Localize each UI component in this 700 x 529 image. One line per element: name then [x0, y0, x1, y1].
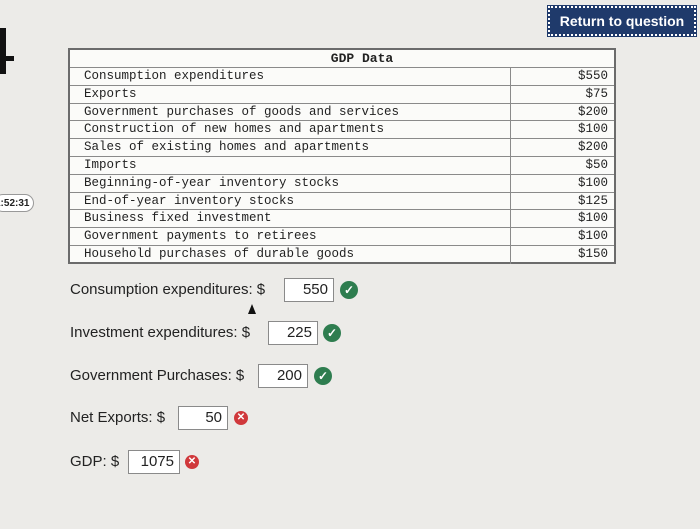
consumption-label: Consumption expenditures: $ — [70, 281, 266, 298]
row-value: $550 — [577, 69, 608, 83]
row-label: Imports — [84, 158, 137, 172]
mouse-pointer-icon — [248, 304, 256, 314]
investment-input[interactable]: 225 — [268, 321, 318, 345]
return-to-question-button[interactable]: Return to question — [547, 5, 697, 37]
row-value: $100 — [577, 175, 608, 190]
consumption-input[interactable]: 550 — [284, 278, 334, 302]
row-value: $50 — [585, 158, 608, 172]
row-label: Exports — [84, 86, 137, 101]
table-row: Sales of existing homes and apartments $… — [70, 139, 614, 157]
row-value: $125 — [577, 193, 608, 208]
row-label: Sales of existing homes and apartments — [84, 140, 370, 155]
government-label: Government Purchases: $ — [70, 367, 245, 384]
column-divider — [510, 68, 511, 264]
net-exports-input[interactable]: 50 — [178, 406, 228, 430]
table-row: Exports $75 — [70, 86, 614, 104]
table-row: Government purchases of goods and servic… — [70, 104, 614, 122]
row-label: End-of-year inventory stocks — [84, 193, 295, 208]
gdp-label: GDP: $ — [70, 453, 120, 470]
investment-label: Investment expenditures: $ — [70, 324, 251, 341]
table-row: Imports $50 — [70, 157, 614, 175]
gdp-answer-row: GDP: $ 1075 ✕ — [70, 450, 230, 476]
row-label: Business fixed investment — [84, 211, 272, 226]
glyph-stroke-vertical — [0, 28, 6, 74]
table-row: Business fixed investment $100 — [70, 210, 614, 229]
check-circle-icon: ✓ — [323, 324, 341, 342]
row-value: $200 — [577, 104, 608, 119]
row-label: Government purchases of goods and servic… — [84, 104, 400, 119]
glyph-stroke-horizontal — [0, 56, 14, 61]
government-answer-row: Government Purchases: $ 200 ✓ — [70, 364, 340, 390]
table-row: Beginning-of-year inventory stocks $100 — [70, 175, 614, 193]
row-value: $200 — [577, 140, 608, 155]
row-value: $150 — [577, 247, 608, 261]
table-row: Government payments to retirees $100 — [70, 228, 614, 246]
x-circle-icon: ✕ — [234, 411, 248, 425]
table-row: Household purchases of durable goods $15… — [70, 246, 614, 264]
gdp-input[interactable]: 1075 — [128, 450, 180, 474]
row-label: Construction of new homes and apartments — [84, 122, 385, 137]
table-row: Consumption expenditures $550 — [70, 68, 614, 86]
row-value: $100 — [577, 122, 608, 137]
investment-answer-row: Investment expenditures: $ 225 ✓ — [70, 321, 360, 347]
consumption-answer-row: Consumption expenditures: $ 550 ✓ — [70, 278, 370, 304]
government-input[interactable]: 200 — [258, 364, 308, 388]
check-circle-icon: ✓ — [340, 281, 358, 299]
table-row: Construction of new homes and apartments… — [70, 121, 614, 140]
row-value: $75 — [585, 86, 608, 101]
edge-glyph — [0, 28, 22, 74]
row-label: Household purchases of durable goods — [84, 247, 355, 261]
row-value: $100 — [577, 211, 608, 226]
row-label: Beginning-of-year inventory stocks — [84, 175, 340, 190]
x-circle-icon: ✕ — [185, 455, 199, 469]
timer-badge: 1:52:31 — [0, 194, 34, 212]
table-title: GDP Data — [70, 50, 614, 68]
check-circle-icon: ✓ — [314, 367, 332, 385]
row-value: $100 — [577, 229, 608, 244]
net-exports-answer-row: Net Exports: $ 50 ✕ — [70, 406, 260, 432]
table-row: End-of-year inventory stocks $125 — [70, 193, 614, 211]
row-label: Government payments to retirees — [84, 229, 317, 244]
net-exports-label: Net Exports: $ — [70, 409, 166, 426]
gdp-data-table: GDP Data Consumption expenditures $550 E… — [68, 48, 616, 264]
row-label: Consumption expenditures — [84, 69, 265, 83]
